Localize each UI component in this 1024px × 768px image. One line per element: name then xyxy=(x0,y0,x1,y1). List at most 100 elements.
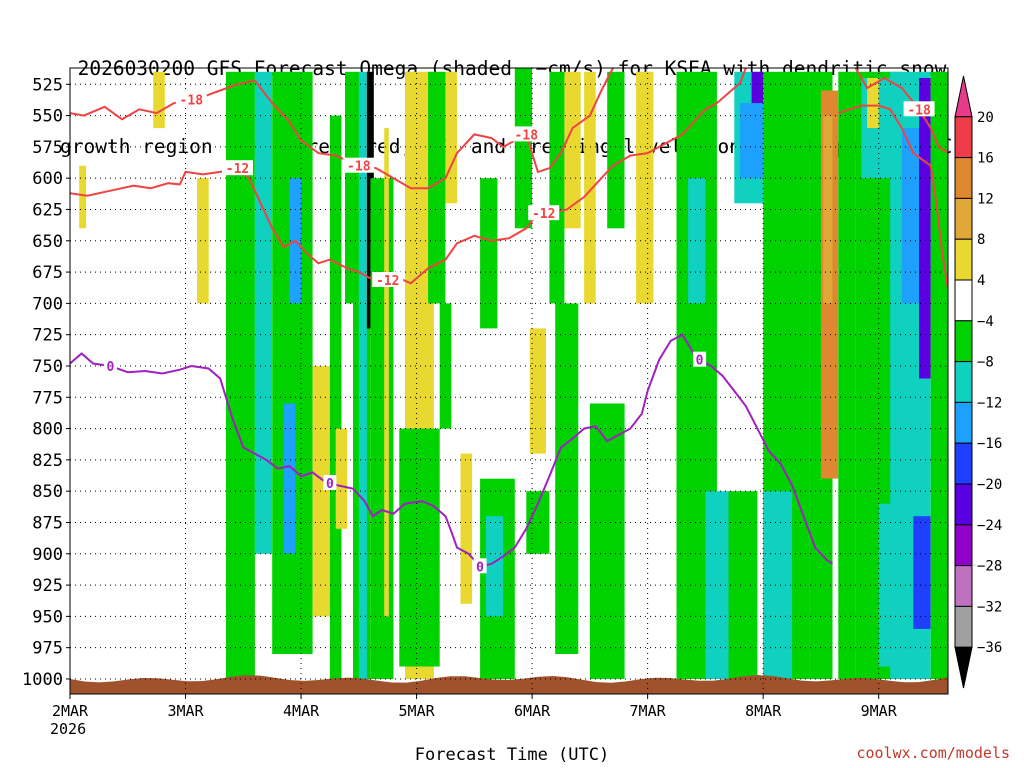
contour-label-4-1: 0 xyxy=(326,477,334,492)
omega-shade-cell-55 xyxy=(919,78,931,379)
y-tick-label-925: 925 xyxy=(32,576,63,596)
contour-label-1-0: -18 xyxy=(907,103,931,118)
colorbar-label-0: 20 xyxy=(977,110,994,126)
contour-label-4-3: 0 xyxy=(696,354,704,369)
contour-label-4-0: 0 xyxy=(106,360,114,375)
contour-label-2-1: -12 xyxy=(376,274,399,289)
contour-label-0-0: -18 xyxy=(180,93,204,108)
colorbar-segment-bottom xyxy=(954,646,973,689)
contour-label-bg xyxy=(175,91,207,107)
contour-label-bg xyxy=(222,160,253,176)
omega-shade-cell-32 xyxy=(584,71,596,304)
omega-shade-cell-5 xyxy=(254,71,273,554)
y-tick-label-525: 525 xyxy=(32,75,63,95)
omega-shade-cell-38 xyxy=(705,491,729,679)
omega-shade-cell-28 xyxy=(529,328,546,454)
colorbar-segment-4 xyxy=(954,238,973,281)
colorbar-label-7: −12 xyxy=(977,395,1002,411)
colorbar-label-5: −4 xyxy=(977,314,994,330)
omega-shade-cell-21 xyxy=(445,71,458,204)
contour-label-bg xyxy=(473,558,487,574)
colorbar-label-9: −20 xyxy=(977,477,1002,493)
omega-shade-cell-42 xyxy=(751,71,764,104)
omega-shade-cell-29 xyxy=(549,71,565,304)
colorbar-segment-10 xyxy=(954,483,973,526)
terrain-strip xyxy=(70,675,948,694)
contour-label-2-2: -12 xyxy=(532,207,555,222)
contour-label-0-1: -18 xyxy=(347,160,371,175)
contour-label-bg xyxy=(372,272,404,287)
contour-label-bg xyxy=(103,358,117,373)
omega-shade-cell-18 xyxy=(399,428,440,667)
colorbar-segment-3 xyxy=(954,197,973,240)
y-tick-label-750: 750 xyxy=(32,357,63,377)
colorbar-segment-8 xyxy=(954,401,973,444)
colorbar-segment-1 xyxy=(954,116,973,159)
y-axis: 525 550 575 600 625 650 675 700 725 750 775 800 825 8… xyxy=(22,75,70,690)
omega-shade-cell-44 xyxy=(763,491,793,679)
contour-label-bg xyxy=(510,126,542,142)
omega-shade-cell-25 xyxy=(485,516,504,617)
y-tick-label-550: 550 xyxy=(32,107,63,127)
terrain-fill xyxy=(70,675,948,694)
colorbar-label-8: −16 xyxy=(977,436,1002,452)
omega-shade-cell-35 xyxy=(636,71,654,304)
contour-label-4-2: 0 xyxy=(476,560,484,575)
y-tick-label-700: 700 xyxy=(32,294,63,314)
colorbar-label-3: 8 xyxy=(977,232,985,248)
y-tick-label-725: 725 xyxy=(32,326,63,346)
colorbar-segment-12 xyxy=(954,565,973,607)
omega-shade-cell-47 xyxy=(823,115,833,304)
y-tick-label-900: 900 xyxy=(32,545,63,565)
omega-shade-cell-41 xyxy=(740,103,764,179)
omega-shade-cell-48 xyxy=(838,71,856,680)
y-tick-label-1000: 1000 xyxy=(22,670,63,690)
x-axis: 2MAR 3MAR 4MAR 5MAR 6MAR 7MAR 8MAR 9MAR 2026 xyxy=(50,694,898,738)
omega-shade-cell-7 xyxy=(283,403,296,554)
colorbar-segment-6 xyxy=(954,320,973,363)
y-tick-label-650: 650 xyxy=(32,232,63,252)
colorbar-label-12: −32 xyxy=(977,599,1002,615)
contour-line-3 xyxy=(837,104,948,289)
x-tick-label-2MAR: 2MAR xyxy=(52,702,89,720)
colorbar-label-4: 4 xyxy=(977,273,985,289)
omega-shading-layer xyxy=(79,68,948,680)
x-tick-label-3MAR: 3MAR xyxy=(167,702,204,720)
contour-label-bg xyxy=(903,101,935,117)
y-tick-label-625: 625 xyxy=(32,201,63,221)
x-tick-label-4MAR: 4MAR xyxy=(283,702,320,720)
colorbar-segment-11 xyxy=(954,524,973,567)
x-tick-label-6MAR: 6MAR xyxy=(514,702,551,720)
omega-shade-cell-17 xyxy=(384,128,389,617)
colorbar-label-10: −24 xyxy=(977,518,1002,534)
omega-shade-cell-26 xyxy=(514,68,533,229)
colorbar-segment-2 xyxy=(954,157,973,199)
omega-shade-cell-19 xyxy=(428,71,446,304)
x-tick-label-8MAR: 8MAR xyxy=(745,702,782,720)
contour-label-bg xyxy=(343,157,375,173)
y-tick-label-800: 800 xyxy=(32,420,63,440)
y-tick-label-575: 575 xyxy=(32,138,63,158)
y-tick-label-600: 600 xyxy=(32,169,63,189)
colorbar-label-13: −36 xyxy=(977,640,1002,656)
colorbar: 20 16 12 8 4 −4 −8 −12 −16 −20 −24 −28 −32 −36 xyxy=(954,75,1002,689)
colorbar-segment-7 xyxy=(954,361,973,403)
y-tick-label-850: 850 xyxy=(32,482,63,502)
omega-shade-cell-51 xyxy=(867,78,879,129)
colorbar-label-11: −28 xyxy=(977,559,1002,575)
x-tick-label-9MAR: 9MAR xyxy=(861,702,898,720)
contour-layer: -18 -18 -18 -18 -12 -12 -12 0 0 0 0 xyxy=(70,68,948,575)
contour-label-bg xyxy=(323,475,337,490)
contour-line-1 xyxy=(854,68,948,154)
site-watermark: coolwx.com/models xyxy=(856,744,1010,762)
omega-shade-cell-14 xyxy=(358,71,367,680)
y-tick-label-825: 825 xyxy=(32,451,63,471)
omega-shade-cell-11 xyxy=(335,428,348,529)
colorbar-label-6: −8 xyxy=(977,355,994,371)
omega-shade-cell-6 xyxy=(272,71,313,655)
contour-label-0-2: -18 xyxy=(515,128,539,143)
omega-shade-cell-34 xyxy=(607,71,625,229)
contour-label-2-0: -12 xyxy=(226,162,249,177)
omega-shade-cell-1 xyxy=(153,71,165,129)
y-tick-label-775: 775 xyxy=(32,388,63,408)
